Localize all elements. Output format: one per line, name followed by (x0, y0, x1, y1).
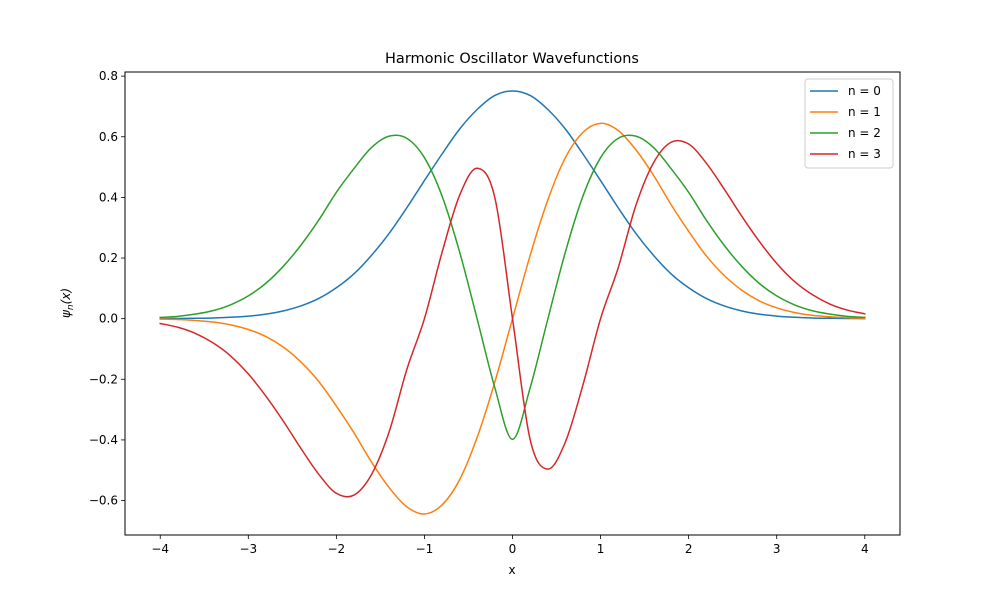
y-tick-label: 0.2 (99, 251, 118, 265)
chart-title: Harmonic Oscillator Wavefunctions (385, 51, 639, 67)
legend-entries: n = 0 n = 1 n = 2 n = 3 (810, 84, 881, 161)
x-tick-label: 3 (773, 542, 781, 556)
y-tick-label: 0.0 (99, 312, 118, 326)
legend-label: n = 1 (848, 105, 881, 119)
x-tick-label: 2 (685, 542, 693, 556)
x-axis: −4 −3 −2 −1 0 1 2 3 4 (151, 535, 869, 556)
y-tick-label: −0.6 (89, 494, 118, 508)
y-tick-label: 0.4 (99, 190, 118, 204)
y-axis-title: ψn(x) (59, 288, 76, 318)
x-axis-title: x (508, 563, 515, 577)
plot-area (124, 71, 901, 536)
y-axis-title-symbol: ψ (59, 309, 73, 318)
series-line-n0 (159, 90, 866, 320)
series-line-n3 (159, 139, 866, 498)
x-tick-label: −2 (328, 542, 346, 556)
y-axis: −0.6 −0.4 −0.2 0.0 0.2 0.4 0.6 0.8 (89, 69, 125, 508)
x-tick-label: 4 (861, 542, 869, 556)
y-tick-label: 0.6 (99, 130, 118, 144)
legend-label: n = 3 (848, 147, 881, 161)
series-line-n2 (159, 134, 866, 441)
series-layer (159, 90, 866, 515)
x-tick-label: 0 (509, 542, 517, 556)
x-tick-label: −1 (416, 542, 434, 556)
y-tick-label: −0.2 (89, 372, 118, 386)
legend-frame (804, 78, 894, 169)
y-tick-label: −0.4 (89, 433, 118, 447)
legend-label: n = 0 (848, 84, 881, 98)
legend-label: n = 2 (848, 126, 881, 140)
y-axis-title-argument: (x) (59, 288, 73, 304)
y-tick-label: 0.8 (99, 69, 118, 83)
x-tick-label: −3 (239, 542, 257, 556)
x-tick-label: 1 (597, 542, 605, 556)
legend: n = 0 n = 1 n = 2 n = 3 (804, 78, 894, 169)
x-tick-label: −4 (151, 542, 169, 556)
y-axis-title-subscript: n (66, 304, 76, 310)
